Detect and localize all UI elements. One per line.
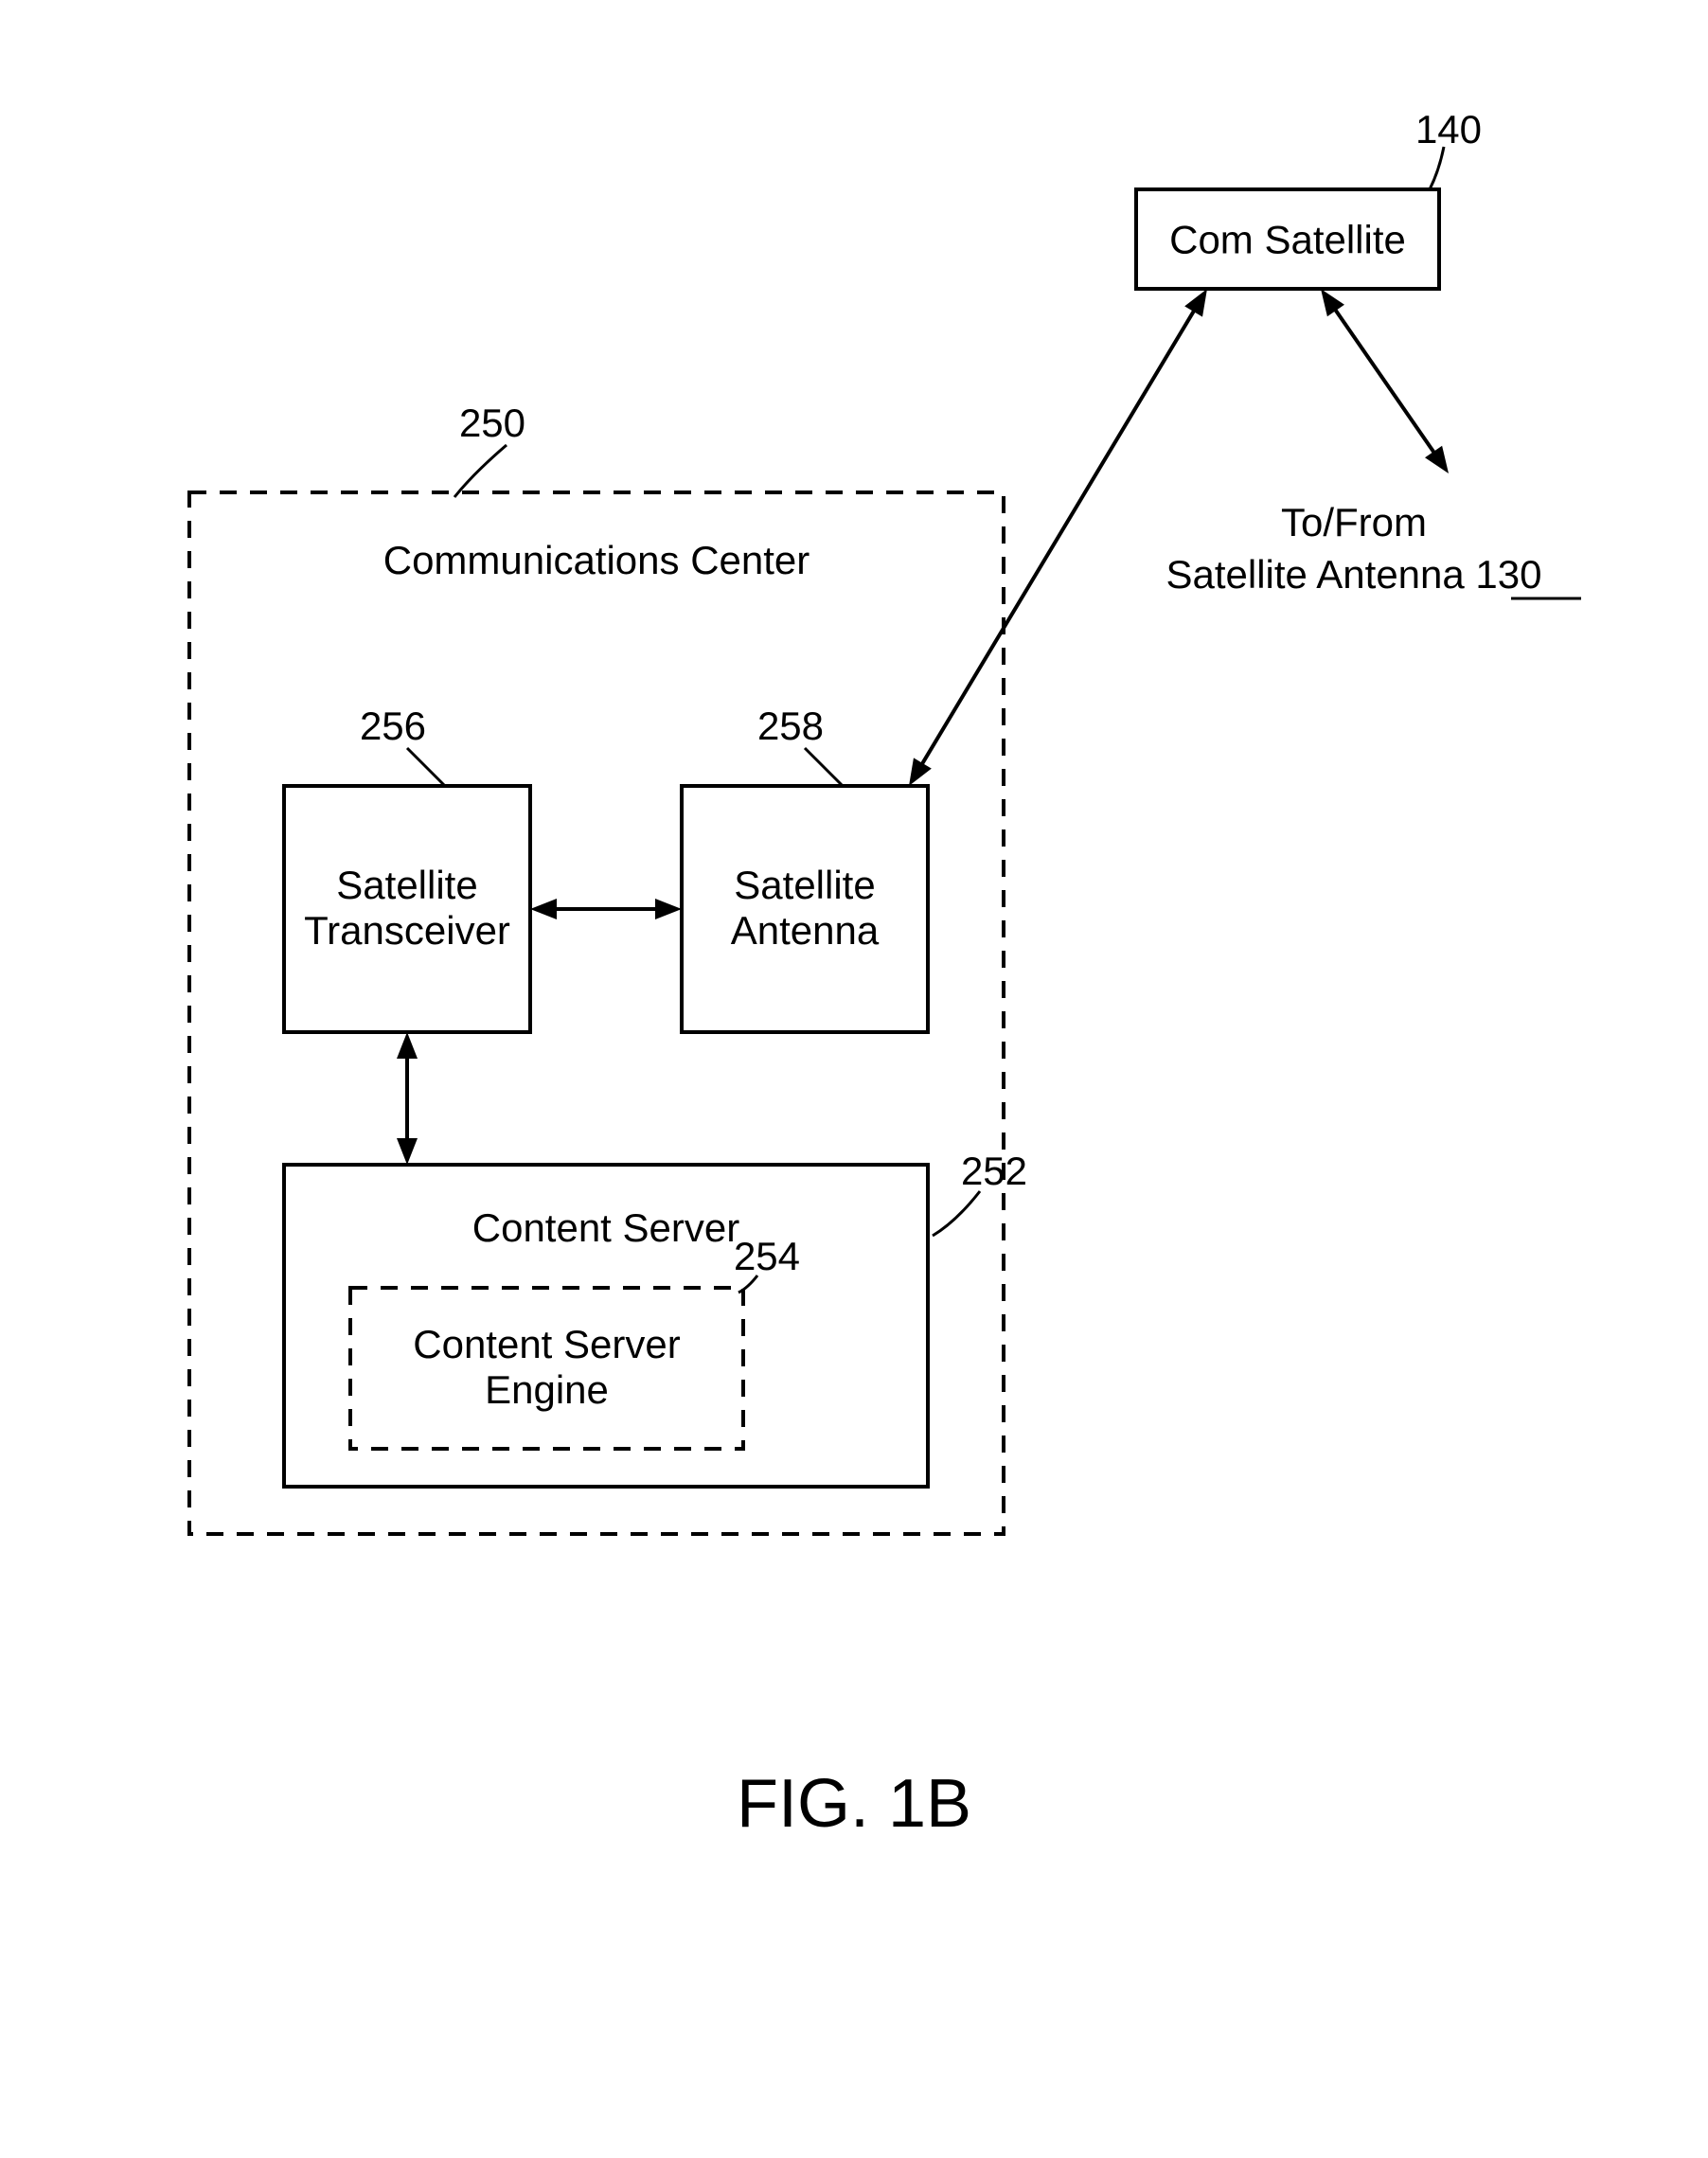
- arrow-satellite-external-head-a: [1321, 289, 1344, 316]
- content-server-engine-ref: 254: [734, 1234, 800, 1278]
- sat-transceiver-label-2: Transceiver: [304, 908, 510, 953]
- to-from-line-2: Satellite Antenna 130: [1166, 552, 1542, 597]
- arrow-antenna-satellite-head-a: [909, 758, 932, 786]
- com-satellite-ref: 140: [1415, 107, 1482, 152]
- ref-leader: [805, 748, 843, 786]
- content-server-engine-label-1: Content Server: [413, 1322, 680, 1366]
- sat-antenna-ref: 258: [757, 704, 824, 748]
- arrow-antenna-satellite: [916, 301, 1200, 774]
- to-from-line-1: To/From: [1281, 500, 1427, 544]
- sat-antenna-label-2: Antenna: [731, 908, 880, 953]
- arrow-transceiver-server-head-b: [397, 1138, 418, 1165]
- comm-center-title: Communications Center: [383, 538, 810, 582]
- content-server-label: Content Server: [472, 1205, 739, 1250]
- ref-leader: [933, 1191, 980, 1236]
- arrow-satellite-external-head-b: [1425, 446, 1449, 473]
- arrow-antenna-satellite-head-b: [1184, 289, 1207, 317]
- content-server-engine-label-2: Engine: [485, 1367, 609, 1412]
- content-server-ref: 252: [961, 1149, 1027, 1193]
- com-satellite-label: Com Satellite: [1169, 218, 1406, 262]
- arrow-transceiver-antenna-head-b: [655, 899, 682, 919]
- ref-leader: [454, 445, 507, 497]
- sat-antenna-label-1: Satellite: [734, 863, 875, 907]
- sat-transceiver-ref: 256: [360, 704, 426, 748]
- arrow-transceiver-antenna-head-a: [530, 899, 557, 919]
- sat-transceiver-label-1: Satellite: [336, 863, 477, 907]
- figure-label: FIG. 1B: [737, 1766, 971, 1842]
- ref-leader: [407, 748, 445, 786]
- comm-center-ref: 250: [459, 401, 525, 445]
- arrow-satellite-external: [1329, 301, 1440, 462]
- arrow-transceiver-server-head-a: [397, 1032, 418, 1059]
- ref-leader: [1430, 147, 1444, 189]
